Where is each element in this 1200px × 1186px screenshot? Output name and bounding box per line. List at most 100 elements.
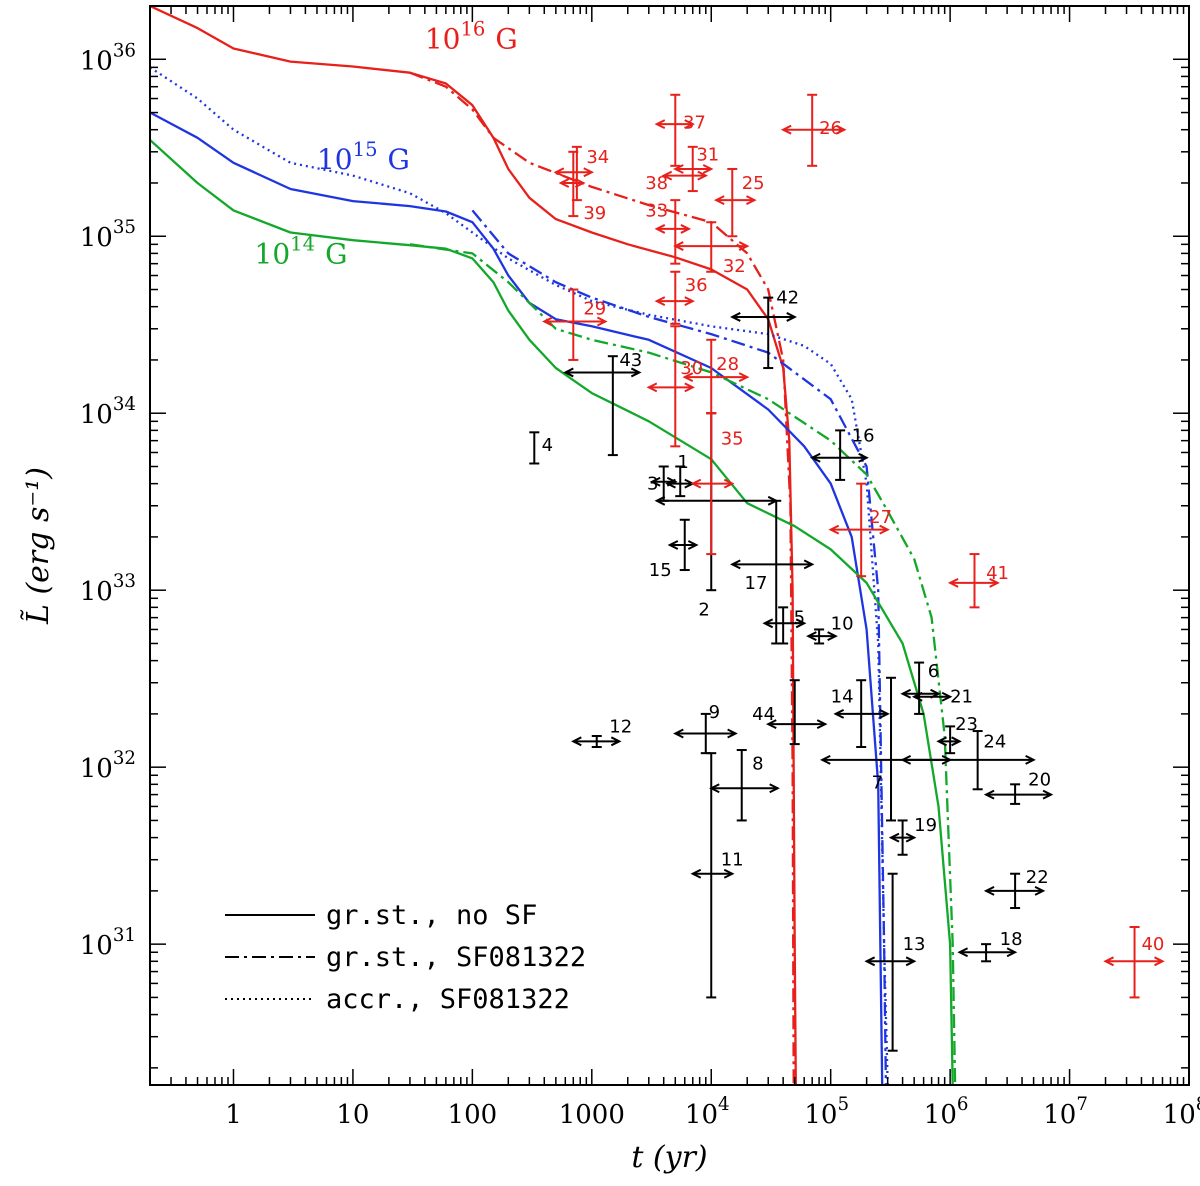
- source-label-35: 35: [721, 428, 744, 449]
- source-36-arrow-left: [654, 296, 666, 307]
- y-tick-label-35-exp: 35: [113, 217, 136, 238]
- source-30-arrow-right: [684, 382, 695, 393]
- y-axis-label: L̃ (erg s⁻¹): [21, 467, 56, 625]
- source-17-arrow-left: [730, 559, 741, 570]
- source-label-37: 37: [683, 112, 706, 133]
- source-34-arrow-right: [583, 167, 595, 178]
- y-tick-label-36-exp: 36: [113, 40, 136, 61]
- source-14-arrow-right: [879, 709, 890, 719]
- field-label-15-exp: 15: [353, 138, 378, 161]
- field-label-16-unit: G: [495, 23, 517, 56]
- x-tick-label-5-exp: 5: [837, 1094, 849, 1115]
- x-tick-label-8: 108: [1163, 1094, 1200, 1130]
- x-tick-label-5-base: 10: [804, 1100, 837, 1130]
- source-label-8: 8: [752, 753, 763, 774]
- source-8-arrow-right: [769, 783, 780, 794]
- source-label-31: 31: [696, 144, 719, 165]
- source-40-arrow-left: [1103, 956, 1114, 967]
- x-tick-label-4-exp: 4: [718, 1094, 730, 1115]
- legend-label-dotted: accr., SF081322: [326, 984, 570, 1015]
- source-13-arrow-right: [905, 956, 917, 967]
- source-11-arrow-left: [690, 868, 702, 879]
- source-15-arrow-right: [687, 540, 699, 550]
- field-label-14-unit: G: [325, 238, 347, 271]
- source-33-arrow-right: [680, 224, 692, 234]
- source-37-arrow-right: [684, 119, 695, 130]
- source-33-arrow-left: [654, 224, 666, 234]
- y-tick-label-34-exp: 34: [113, 394, 136, 415]
- source-19: [888, 819, 917, 856]
- source-26-arrow-left: [780, 124, 792, 135]
- source-18: [957, 943, 1018, 963]
- source-22-arrow-right: [1034, 885, 1046, 896]
- source-31: [673, 145, 714, 193]
- y-tick-label-31-base: 10: [80, 931, 113, 961]
- field-label-15: 1015 G: [317, 138, 410, 176]
- y-tick-label-31: 1031: [80, 925, 136, 961]
- y-tick-label-36: 1036: [80, 40, 136, 76]
- x-tick-label-4-base: 10: [685, 1100, 718, 1130]
- source-11: [690, 752, 735, 999]
- source-18-arrow-left: [957, 947, 969, 958]
- source-label-5: 5: [794, 608, 805, 629]
- source-20-arrow-left: [983, 789, 995, 800]
- source-10: [806, 628, 838, 645]
- source-10-arrow-left: [806, 631, 817, 642]
- source-35-arrow-right: [723, 478, 735, 489]
- source-label-28: 28: [716, 354, 739, 375]
- source-23-arrow-left: [936, 736, 947, 747]
- source-label-11: 11: [721, 850, 744, 871]
- source-label-30: 30: [680, 358, 703, 379]
- field-label-14: 1014 G: [255, 233, 348, 271]
- source-3-arrow-left: [649, 476, 661, 487]
- y-tick-label-31-exp: 31: [113, 925, 136, 946]
- source-label-21: 21: [950, 687, 973, 708]
- source-label-12: 12: [609, 716, 632, 737]
- source-23-arrow-right: [951, 736, 962, 747]
- source-10-arrow-right: [827, 631, 838, 642]
- source-4: [529, 431, 540, 465]
- source-label-40: 40: [1141, 934, 1164, 955]
- source-5-arrow-left: [762, 618, 774, 629]
- curve-blue-dashdot: [471, 209, 888, 1085]
- source-41: [947, 553, 1000, 609]
- source-24-arrow-right: [1025, 754, 1036, 765]
- field-label-15-base: 10: [317, 143, 353, 176]
- x-tick-label-7: 107: [1043, 1094, 1088, 1130]
- source-12-arrow-right: [610, 736, 622, 747]
- source-30: [646, 325, 695, 448]
- source-16-arrow-left: [809, 452, 821, 463]
- source-20: [983, 783, 1054, 805]
- y-tick-label-32-base: 10: [80, 754, 113, 784]
- field-label-15-unit: G: [388, 143, 410, 176]
- x-tick-label-7-exp: 7: [1076, 1094, 1088, 1115]
- source-28-arrow-right: [738, 372, 750, 382]
- x-tick-label-6: 106: [924, 1094, 969, 1130]
- field-label-16-base: 10: [425, 23, 461, 56]
- source-44-arrow-left: [765, 719, 777, 730]
- source-17: [730, 499, 815, 645]
- source-label-4: 4: [542, 435, 553, 456]
- source-label-3: 3: [647, 474, 658, 495]
- source-39-arrow-left: [558, 178, 570, 188]
- source-38: [661, 170, 709, 181]
- x-tick-label: 10: [336, 1100, 369, 1130]
- source-29: [542, 288, 608, 361]
- source-label-18: 18: [1000, 929, 1023, 950]
- source-label-24: 24: [983, 731, 1006, 752]
- curve-green-solid: [150, 139, 954, 1085]
- source-19-arrow-left: [888, 832, 900, 843]
- x-axis-label: t (yr): [631, 1140, 707, 1175]
- source-43: [563, 355, 642, 457]
- source-label-34: 34: [586, 147, 609, 168]
- source-33: [654, 199, 692, 265]
- source-23: [936, 725, 962, 755]
- source-2-arrow-left: [654, 495, 666, 506]
- source-11-arrow-right: [723, 868, 735, 879]
- source-25-arrow-right: [745, 195, 757, 206]
- source-3-arrow-right: [666, 476, 678, 487]
- field-label-16-exp: 16: [460, 18, 485, 41]
- cooling-curves: [150, 6, 957, 1085]
- source-3: [649, 465, 678, 502]
